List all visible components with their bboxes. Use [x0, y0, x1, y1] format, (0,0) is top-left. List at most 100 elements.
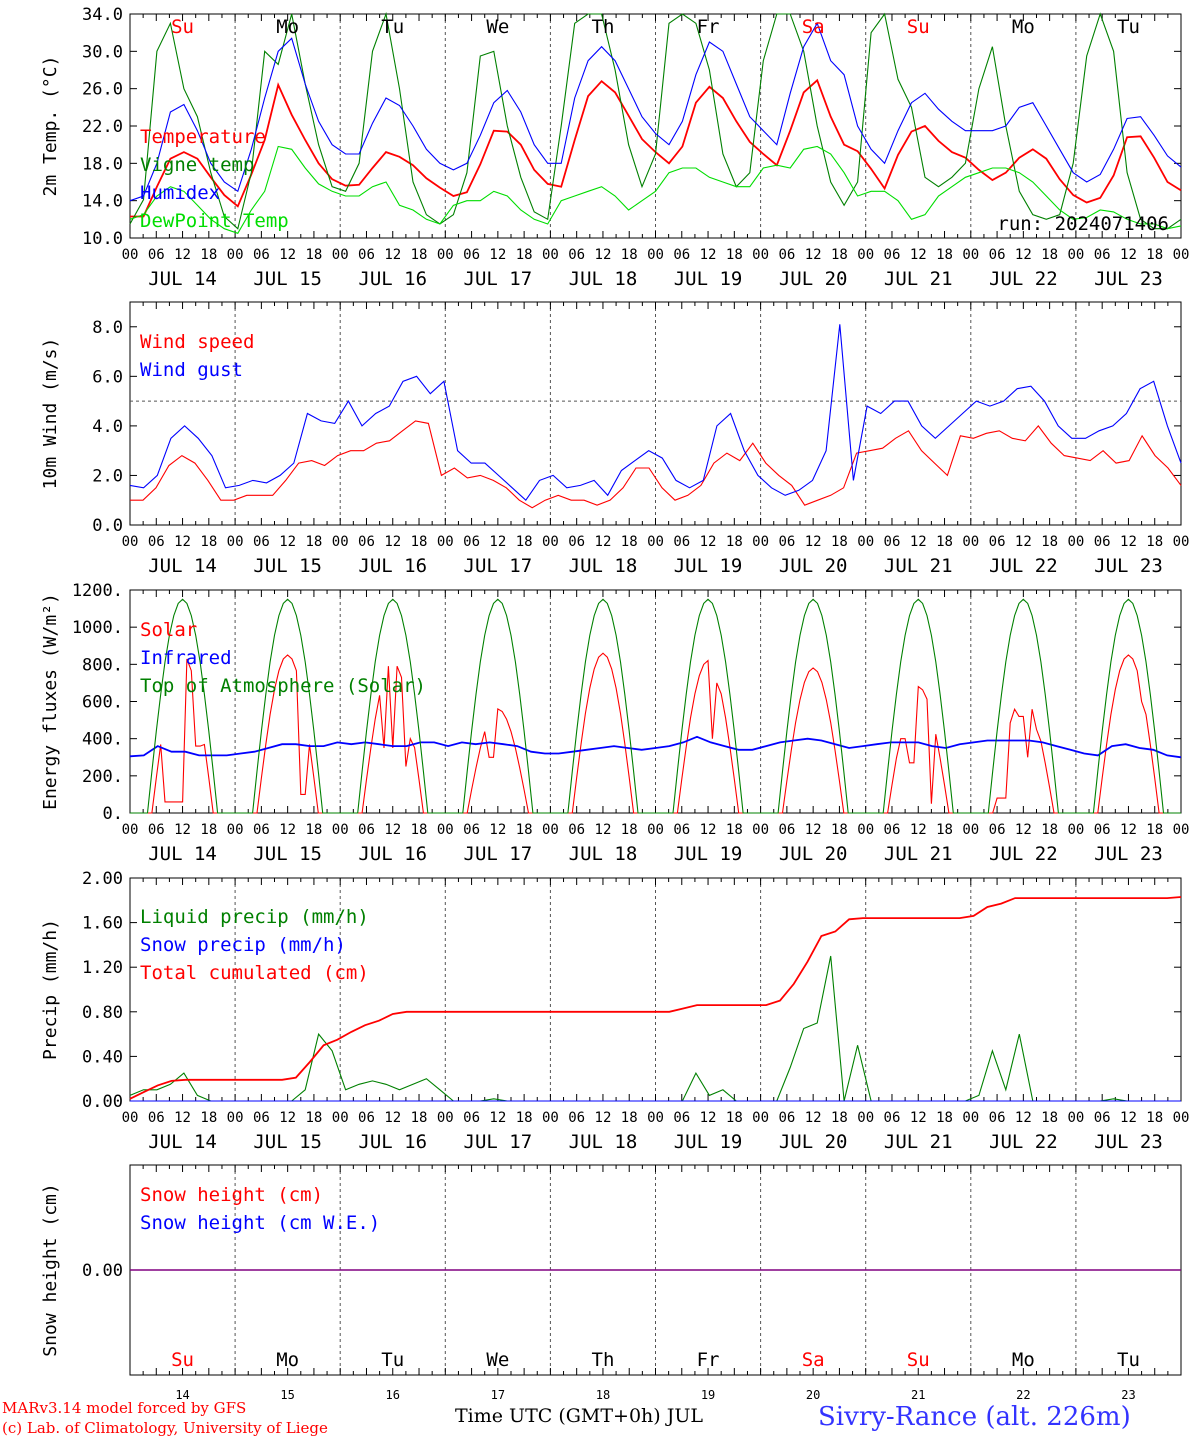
weekday-label: Mo — [1012, 16, 1035, 38]
hour-label: 00 — [332, 534, 349, 550]
hour-label: 12 — [489, 822, 506, 838]
hour-label: 18 — [1146, 247, 1163, 263]
hour-label: 12 — [174, 247, 191, 263]
hour-label: 06 — [1094, 1110, 1111, 1126]
hour-label: 00 — [437, 534, 454, 550]
weekday-label: Su — [171, 1349, 194, 1371]
hour-label: 12 — [1120, 247, 1137, 263]
hour-label: 06 — [568, 822, 585, 838]
day-number-label: 22 — [1016, 1388, 1030, 1402]
day-number-label: 14 — [175, 1388, 189, 1402]
hour-label: 12 — [910, 247, 927, 263]
hour-label: 00 — [227, 247, 244, 263]
hour-label: 00 — [647, 822, 664, 838]
hour-label: 06 — [358, 822, 375, 838]
hour-label: 06 — [463, 822, 480, 838]
hour-label: 06 — [884, 247, 901, 263]
panel-2: 0.0 2.0 4.0 6.0 8.0 10m Wind (m/s) 00 06 12 18 JUL… — [40, 301, 1190, 577]
y-axis-title: Energy fluxes (W/m²) — [40, 593, 61, 810]
hour-label: 12 — [384, 822, 401, 838]
date-label: JUL 17 — [464, 1131, 533, 1153]
y-axis-title: Snow height (cm) — [40, 1183, 61, 1356]
weekday-label: Su — [171, 16, 194, 38]
lab-credit: (c) Lab. of Climatology, University of L… — [2, 1419, 328, 1437]
weekday-label: Tu — [381, 1349, 404, 1371]
legend-entry: Wind gust — [140, 359, 243, 381]
hour-label: 06 — [358, 1110, 375, 1126]
panel-1: 10.0 14.0 18.0 22.0 26.0 30.0 34.0 2m Temp. (°C… — [40, 5, 1189, 290]
hour-label: 12 — [805, 1110, 822, 1126]
hour-label: 12 — [174, 822, 191, 838]
legend-entry: Snow height (cm W.E.) — [140, 1212, 380, 1234]
hour-label: 12 — [910, 534, 927, 550]
hour-label: 00 — [857, 534, 874, 550]
hour-label: 06 — [673, 534, 690, 550]
legend-entry: Top of Atmosphere (Solar) — [140, 675, 426, 697]
legend-entry: Vigne temp — [140, 154, 254, 176]
hour-label: 00 — [1067, 1110, 1084, 1126]
hour-label: 00 — [962, 534, 979, 550]
hour-label: 00 — [122, 1110, 139, 1126]
weekday-label: Fr — [697, 16, 720, 38]
hour-label: 00 — [227, 534, 244, 550]
hour-label: 18 — [726, 1110, 743, 1126]
hour-label: 00 — [437, 822, 454, 838]
day-number-label: 17 — [491, 1388, 505, 1402]
hour-label: 18 — [516, 822, 533, 838]
date-label: JUL 16 — [358, 1131, 427, 1153]
date-label: JUL 22 — [989, 1131, 1058, 1153]
hour-label: 18 — [1041, 1110, 1058, 1126]
y-tick-label: 1.20 — [82, 958, 123, 978]
hour-label: 18 — [1041, 247, 1058, 263]
legend-entry: Humidex — [140, 182, 220, 204]
hour-label: 18 — [411, 534, 428, 550]
plot-frame — [129, 589, 1182, 814]
hour-label: 12 — [279, 247, 296, 263]
hour-label: 18 — [200, 822, 217, 838]
date-label: JUL 22 — [989, 268, 1058, 290]
hour-label: 12 — [174, 1110, 191, 1126]
hour-label: 18 — [831, 822, 848, 838]
hour-label: 18 — [305, 1110, 322, 1126]
hour-label: 00 — [857, 822, 874, 838]
date-label: JUL 16 — [358, 555, 427, 577]
date-label: JUL 17 — [464, 843, 533, 865]
hour-label: 12 — [279, 822, 296, 838]
hour-label: 12 — [805, 247, 822, 263]
weekday-label: Su — [907, 16, 930, 38]
y-tick-label: 800. — [82, 655, 123, 675]
series-line-top-of-atmosphere-solar — [130, 598, 1181, 814]
hour-label: 06 — [148, 1110, 165, 1126]
hour-label: 18 — [1146, 822, 1163, 838]
date-label: JUL 21 — [884, 555, 953, 577]
y-tick-label: 1200. — [72, 581, 123, 601]
weekday-label: Mo — [1012, 1349, 1035, 1371]
hour-label: 00 — [122, 534, 139, 550]
hour-label: 18 — [305, 247, 322, 263]
hour-label: 12 — [1120, 1110, 1137, 1126]
hour-label: 18 — [621, 247, 638, 263]
y-tick-label: 600. — [82, 693, 123, 713]
hour-label: 00 — [1173, 1110, 1190, 1126]
date-label: JUL 23 — [1094, 555, 1163, 577]
hour-label: 18 — [516, 247, 533, 263]
y-tick-label: 18.0 — [82, 154, 123, 174]
series-line-wind-speed — [130, 420, 1182, 509]
hour-label: 18 — [831, 534, 848, 550]
hour-label: 00 — [332, 247, 349, 263]
hour-label: 18 — [305, 822, 322, 838]
hour-label: 00 — [227, 822, 244, 838]
hour-label: 00 — [1173, 534, 1190, 550]
hour-label: 00 — [542, 534, 559, 550]
day-number-label: 15 — [280, 1388, 294, 1402]
hour-label: 06 — [989, 822, 1006, 838]
y-tick-label: 26.0 — [82, 80, 123, 100]
hour-label: 12 — [174, 534, 191, 550]
y-tick-label: 2.00 — [82, 869, 123, 889]
y-tick-label: 0.00 — [82, 1092, 123, 1112]
weekday-label: Su — [907, 1349, 930, 1371]
hour-label: 06 — [358, 534, 375, 550]
series-line-infrared — [129, 735, 1182, 759]
hour-label: 18 — [200, 247, 217, 263]
hour-label: 00 — [647, 247, 664, 263]
